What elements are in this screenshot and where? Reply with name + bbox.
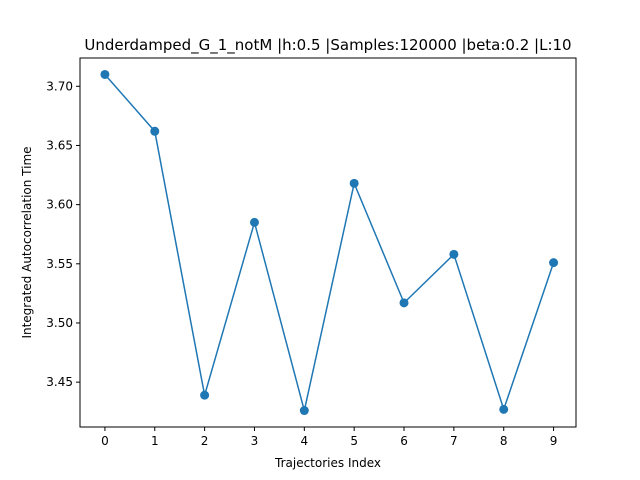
y-tick-label: 3.65: [46, 138, 73, 152]
data-point: [150, 126, 160, 136]
y-tick-label: 3.60: [46, 198, 73, 212]
chart-title: Underdamped_G_1_notM |h:0.5 |Samples:120…: [84, 36, 571, 55]
data-point: [349, 178, 359, 188]
data-point: [449, 249, 459, 259]
data-point: [399, 298, 409, 308]
y-axis-label: Integrated Autocorrelation Time: [20, 146, 34, 338]
x-tick-label: 5: [350, 434, 358, 448]
x-tick-label: 6: [400, 434, 408, 448]
y-tick-label: 3.50: [46, 316, 73, 330]
x-axis-ticks: 0 1 2 3 4 5 6 7 8 9: [101, 427, 557, 448]
x-tick-label: 0: [101, 434, 109, 448]
data-point: [200, 390, 210, 400]
x-axis-label: Trajectories Index: [274, 456, 381, 470]
axes-frame: [79, 57, 577, 428]
x-tick-label: 8: [500, 434, 508, 448]
x-tick-label: 3: [251, 434, 259, 448]
x-tick-label: 9: [550, 434, 558, 448]
data-point: [549, 258, 559, 268]
y-tick-label: 3.45: [46, 375, 73, 389]
data-point: [249, 217, 259, 227]
y-tick-label: 3.55: [46, 257, 73, 271]
plot-area: [100, 69, 559, 416]
data-point: [299, 406, 309, 416]
y-axis-ticks: 3.45 3.50 3.55 3.60 3.65 3.70: [46, 79, 80, 389]
x-tick-label: 7: [450, 434, 458, 448]
data-point: [100, 69, 110, 79]
y-tick-label: 3.70: [46, 79, 73, 93]
x-tick-label: 2: [201, 434, 209, 448]
x-tick-label: 4: [301, 434, 309, 448]
x-tick-label: 1: [151, 434, 159, 448]
data-point: [499, 404, 509, 414]
series-line: [104, 73, 555, 412]
